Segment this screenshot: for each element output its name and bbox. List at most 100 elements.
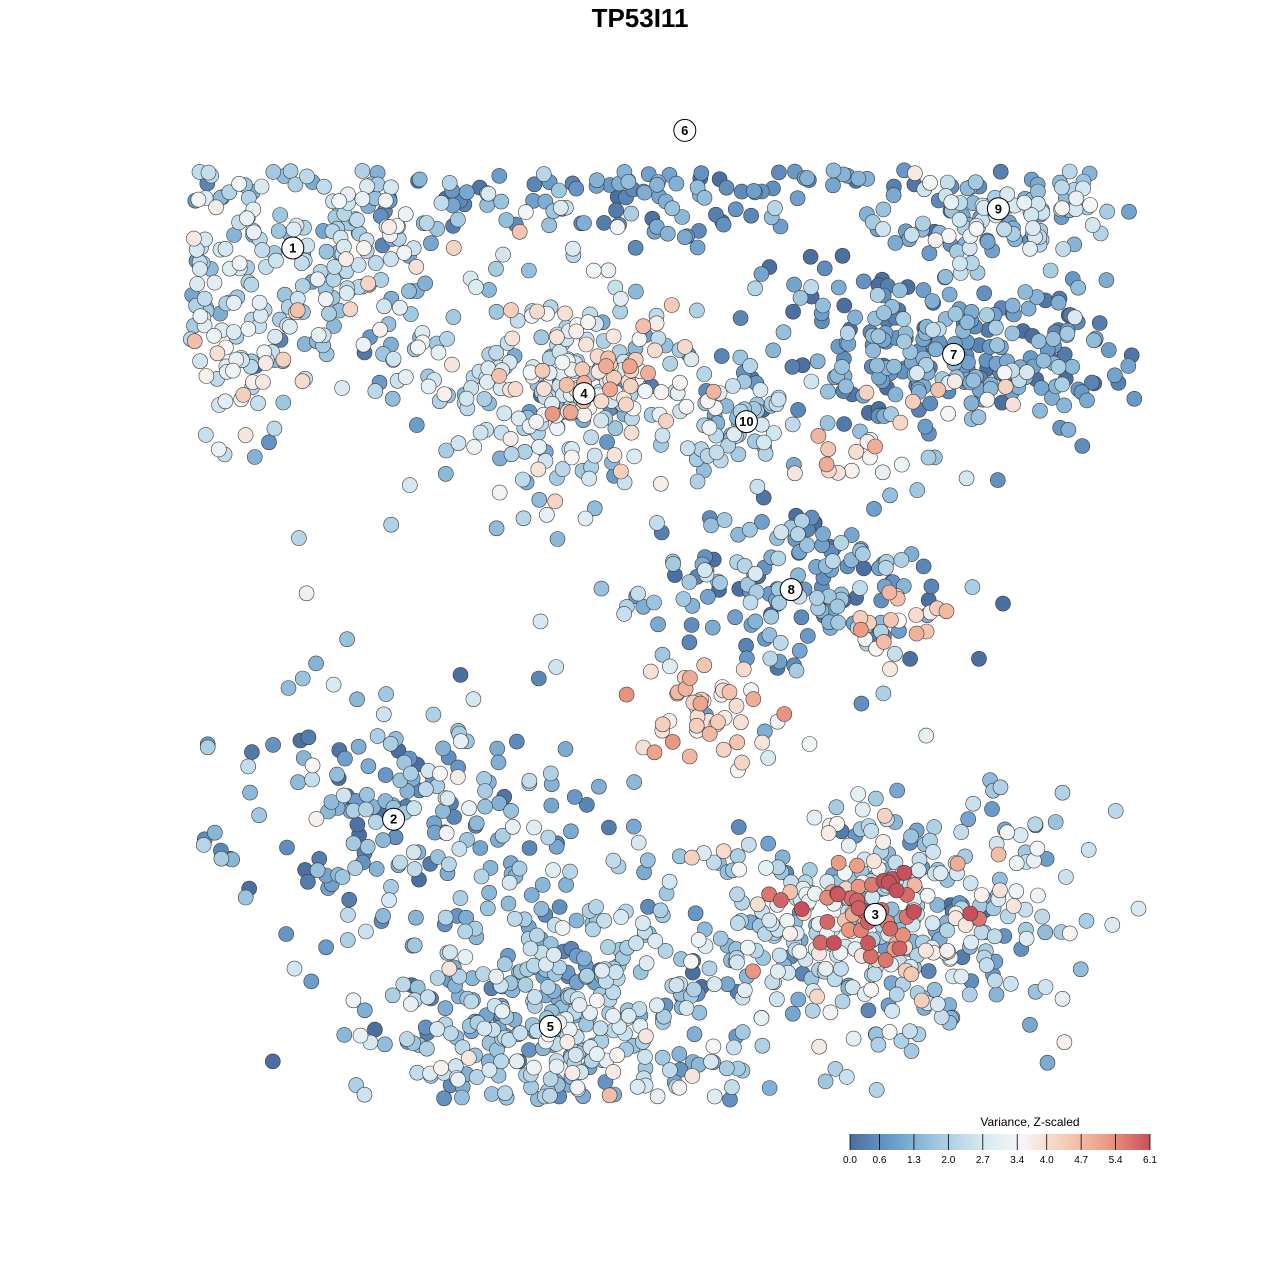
data-point bbox=[186, 333, 203, 350]
data-point bbox=[198, 368, 215, 384]
data-point bbox=[838, 1069, 855, 1085]
data-point bbox=[458, 184, 475, 200]
data-point bbox=[496, 956, 513, 973]
data-point bbox=[753, 266, 770, 282]
data-point bbox=[1091, 315, 1108, 331]
data-point bbox=[1004, 297, 1021, 314]
data-point bbox=[1039, 1054, 1056, 1071]
legend-tick-label: 6.1 bbox=[1143, 1155, 1157, 1166]
data-point bbox=[437, 909, 454, 926]
data-point bbox=[1058, 869, 1074, 885]
data-point bbox=[743, 207, 759, 224]
data-point bbox=[754, 514, 770, 530]
data-point bbox=[771, 947, 788, 964]
data-point bbox=[1008, 883, 1025, 900]
data-point bbox=[490, 754, 507, 771]
data-point bbox=[352, 1027, 369, 1044]
data-point bbox=[970, 409, 987, 426]
data-point bbox=[530, 670, 547, 687]
data-point bbox=[534, 877, 551, 893]
data-point bbox=[704, 619, 721, 636]
data-point bbox=[853, 695, 870, 712]
data-point bbox=[1030, 333, 1047, 350]
data-point bbox=[1126, 390, 1143, 407]
cluster-label-2: 2 bbox=[382, 807, 406, 831]
data-point bbox=[799, 537, 815, 553]
data-point bbox=[395, 976, 412, 993]
cluster-label-3: 3 bbox=[863, 902, 887, 926]
data-point bbox=[402, 996, 419, 1012]
data-point bbox=[264, 1053, 281, 1070]
data-point bbox=[341, 891, 358, 908]
data-point bbox=[705, 1038, 722, 1055]
data-point bbox=[397, 206, 414, 222]
data-point bbox=[772, 634, 789, 651]
data-point bbox=[1018, 930, 1035, 947]
data-point bbox=[601, 1087, 618, 1104]
data-point bbox=[701, 960, 718, 977]
data-point bbox=[903, 966, 920, 983]
data-point bbox=[649, 515, 665, 531]
data-point bbox=[683, 351, 700, 368]
data-point bbox=[497, 1085, 513, 1101]
data-point bbox=[760, 835, 777, 852]
data-point bbox=[304, 771, 320, 788]
data-point bbox=[876, 305, 892, 321]
data-point bbox=[929, 897, 946, 913]
data-point bbox=[854, 801, 871, 818]
data-point bbox=[628, 935, 644, 952]
data-point bbox=[844, 979, 861, 996]
data-point bbox=[689, 302, 705, 319]
data-point bbox=[819, 415, 836, 431]
data-point bbox=[947, 306, 964, 322]
data-point bbox=[891, 282, 908, 299]
data-point bbox=[761, 627, 778, 643]
data-point bbox=[649, 1088, 666, 1105]
data-point bbox=[494, 827, 511, 844]
data-point bbox=[758, 860, 774, 876]
data-point bbox=[724, 1079, 740, 1095]
data-point bbox=[463, 993, 480, 1010]
data-point bbox=[1101, 342, 1117, 358]
data-point bbox=[732, 310, 749, 326]
legend-tick-label: 4.0 bbox=[1040, 1155, 1054, 1166]
data-point bbox=[308, 811, 325, 827]
data-point bbox=[600, 262, 617, 279]
data-point bbox=[336, 1027, 353, 1043]
data-point bbox=[441, 175, 458, 191]
cluster-label-text: 8 bbox=[788, 582, 795, 597]
data-point bbox=[770, 550, 787, 567]
chart-title: TP53I11 bbox=[592, 3, 689, 33]
data-point bbox=[442, 1025, 459, 1042]
data-point bbox=[790, 402, 806, 418]
cluster-label-badge bbox=[572, 382, 596, 406]
data-point bbox=[671, 1079, 688, 1096]
data-point bbox=[329, 766, 345, 783]
data-point bbox=[544, 406, 561, 422]
data-point bbox=[294, 373, 311, 390]
data-point bbox=[592, 1020, 609, 1037]
data-point bbox=[285, 221, 302, 238]
data-point bbox=[729, 915, 746, 931]
data-point bbox=[605, 1008, 621, 1024]
data-point bbox=[794, 513, 810, 529]
cluster-label-text: 6 bbox=[681, 123, 688, 138]
data-point bbox=[869, 357, 885, 374]
data-point bbox=[564, 1065, 581, 1081]
data-point bbox=[731, 861, 748, 878]
data-point bbox=[458, 390, 475, 407]
data-point bbox=[281, 318, 298, 335]
data-point bbox=[196, 290, 213, 307]
data-point bbox=[385, 351, 402, 367]
data-point bbox=[383, 516, 400, 533]
data-point bbox=[217, 241, 234, 257]
data-point bbox=[479, 900, 496, 917]
data-point bbox=[593, 393, 610, 410]
data-point bbox=[533, 901, 550, 917]
data-point bbox=[565, 240, 581, 257]
data-point bbox=[830, 854, 847, 871]
data-point bbox=[552, 200, 569, 216]
data-point bbox=[450, 1071, 466, 1088]
data-point bbox=[599, 434, 615, 450]
data-point bbox=[1054, 200, 1070, 217]
